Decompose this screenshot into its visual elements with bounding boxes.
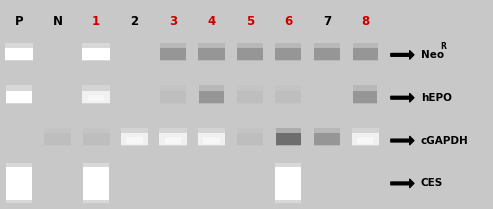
Bar [281, 177, 296, 197]
Bar [160, 48, 186, 60]
Bar [121, 133, 148, 145]
Bar [198, 127, 225, 147]
Bar [237, 127, 263, 147]
Bar [165, 137, 181, 144]
Bar [82, 48, 110, 60]
Bar [357, 137, 373, 144]
Bar [237, 91, 263, 103]
Bar [6, 167, 33, 200]
Bar [160, 85, 186, 104]
Bar [237, 48, 263, 60]
Text: cGAPDH: cGAPDH [421, 136, 469, 145]
Text: 8: 8 [361, 15, 369, 28]
Bar [88, 95, 105, 102]
Bar [199, 85, 224, 104]
Bar [275, 167, 302, 200]
Bar [275, 43, 302, 61]
Bar [237, 133, 263, 145]
Bar [352, 133, 379, 145]
Bar [198, 48, 225, 60]
Bar [275, 48, 302, 60]
Text: P: P [15, 15, 24, 28]
Bar [11, 177, 27, 197]
Bar [203, 137, 220, 144]
Bar [160, 91, 186, 103]
Bar [353, 85, 377, 104]
Bar [160, 43, 186, 61]
Bar [275, 163, 302, 203]
Bar [88, 177, 104, 197]
Bar [353, 43, 378, 61]
Bar [276, 133, 301, 145]
Bar [275, 85, 302, 104]
Bar [198, 43, 225, 61]
Bar [353, 91, 377, 103]
Bar [314, 48, 340, 60]
Bar [44, 127, 71, 147]
Text: 4: 4 [208, 15, 215, 28]
Text: Neo: Neo [421, 50, 444, 60]
Bar [237, 43, 263, 61]
Bar [121, 127, 148, 147]
Bar [82, 43, 110, 61]
Text: 3: 3 [169, 15, 177, 28]
Bar [83, 133, 109, 145]
Bar [353, 48, 378, 60]
Bar [11, 52, 28, 59]
Bar [6, 91, 33, 103]
Bar [5, 48, 33, 60]
Bar [11, 95, 27, 102]
Text: 1: 1 [92, 15, 100, 28]
Bar [44, 133, 71, 145]
Bar [83, 163, 109, 203]
Bar [83, 127, 109, 147]
Bar [237, 85, 263, 104]
Bar [314, 43, 340, 61]
Bar [82, 85, 110, 104]
Text: 5: 5 [246, 15, 254, 28]
Bar [199, 91, 224, 103]
Text: 6: 6 [284, 15, 292, 28]
Bar [275, 91, 302, 103]
Bar [88, 52, 105, 59]
Text: hEPO: hEPO [421, 93, 452, 103]
Bar [126, 137, 143, 144]
Bar [352, 127, 379, 147]
Bar [6, 163, 33, 203]
Text: 2: 2 [131, 15, 139, 28]
Bar [159, 127, 187, 147]
Bar [314, 133, 340, 145]
Bar [82, 91, 110, 103]
Bar [83, 167, 109, 200]
Text: R: R [441, 42, 447, 51]
Text: 7: 7 [323, 15, 331, 28]
Bar [5, 43, 33, 61]
Text: CES: CES [421, 178, 443, 188]
Text: N: N [53, 15, 63, 28]
Bar [314, 127, 340, 147]
Bar [276, 127, 301, 147]
Bar [198, 133, 225, 145]
Bar [159, 133, 187, 145]
Bar [6, 85, 33, 104]
